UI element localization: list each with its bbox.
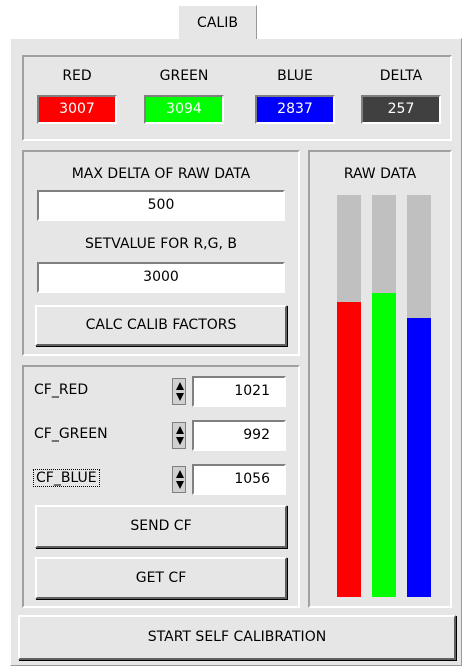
raw-bar bbox=[407, 318, 431, 597]
settings-panel bbox=[22, 150, 300, 356]
cf-spinner[interactable] bbox=[172, 422, 186, 449]
color-value: 2837 bbox=[255, 95, 335, 124]
cf-spinner[interactable] bbox=[172, 378, 186, 405]
max-delta-label: MAX DELTA OF RAW DATA bbox=[71, 166, 251, 182]
calc-button[interactable]: CALC CALIB FACTORS bbox=[35, 305, 287, 346]
tab[interactable]: CALIB bbox=[178, 5, 257, 39]
cf-label: CF_BLUE bbox=[33, 469, 100, 487]
raw-bar bbox=[372, 293, 396, 597]
cf-label: CF_RED bbox=[34, 382, 89, 398]
color-label: DELTA bbox=[379, 68, 423, 84]
cf-input[interactable]: 1021 bbox=[192, 376, 286, 407]
cf-input[interactable]: 992 bbox=[192, 420, 286, 451]
max-delta-input[interactable]: 500 bbox=[37, 190, 285, 221]
setvalue-input[interactable]: 3000 bbox=[37, 262, 285, 293]
color-label: BLUE bbox=[277, 68, 313, 84]
color-label: RED bbox=[62, 68, 92, 84]
color-value: 3007 bbox=[37, 95, 117, 124]
start-button[interactable]: START SELF CALIBRATION bbox=[18, 615, 456, 660]
cf-panel bbox=[22, 365, 300, 608]
color-label: GREEN bbox=[159, 68, 209, 84]
color-value: 257 bbox=[361, 95, 441, 124]
color-panel bbox=[22, 55, 452, 141]
send-button[interactable]: SEND CF bbox=[35, 505, 287, 548]
raw-data-panel bbox=[308, 150, 452, 608]
raw-data-title: RAW DATA bbox=[343, 166, 417, 182]
cf-spinner[interactable] bbox=[172, 466, 186, 493]
cf-label: CF_GREEN bbox=[34, 426, 108, 442]
setvalue-label: SETVALUE FOR R,G, B bbox=[85, 236, 237, 252]
cf-input[interactable]: 1056 bbox=[192, 464, 286, 495]
color-value: 3094 bbox=[144, 95, 224, 124]
raw-bar bbox=[337, 301, 361, 597]
get-button[interactable]: GET CF bbox=[35, 557, 287, 599]
